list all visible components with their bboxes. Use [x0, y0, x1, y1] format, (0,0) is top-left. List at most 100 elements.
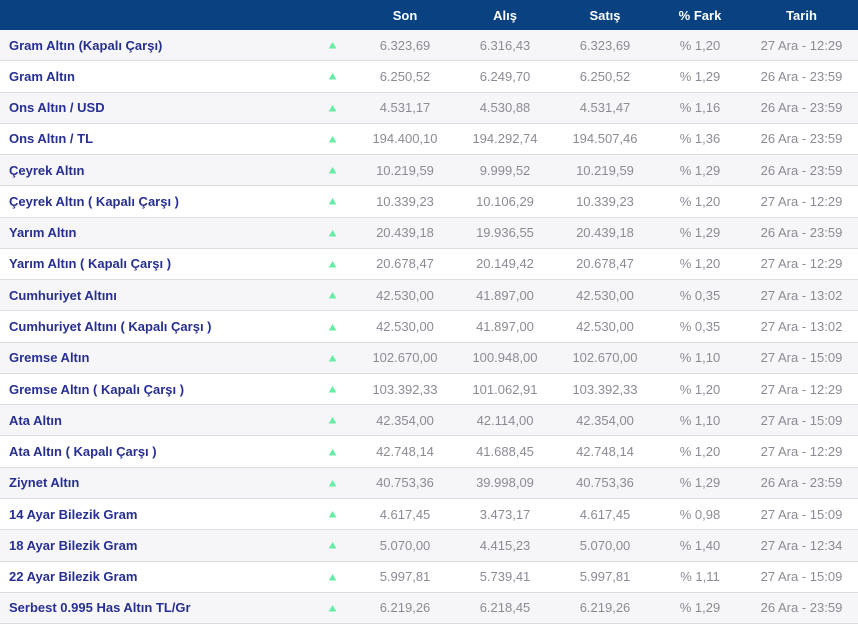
table-row[interactable]: Yarım Altın ( Kapalı Çarşı ) ▲ 20.678,47… [0, 248, 858, 281]
son-value: 5.070,00 [379, 537, 431, 553]
instrument-name[interactable]: Ons Altın / TL [9, 131, 94, 147]
table-row[interactable]: Ata Altın ▲ 42.354,00 42.114,00 42.354,0… [0, 405, 858, 437]
table-row[interactable]: Gram Altın ▲ 6.250,52 6.249,70 6.250,52 … [0, 61, 858, 93]
tarih-value: 26 Ara - 23:59 [760, 162, 843, 178]
alis-value: 101.062,91 [472, 381, 538, 397]
son-value: 40.753,36 [376, 475, 434, 491]
table-row[interactable]: Gremse Altın ( Kapalı Çarşı ) ▲ 103.392,… [0, 373, 858, 406]
instrument-name[interactable]: Ons Altın / USD [9, 100, 105, 116]
fark-value: % 1,29 [679, 162, 721, 178]
fark-value: % 1,40 [679, 537, 721, 553]
son-value: 5.997,81 [379, 569, 431, 585]
up-arrow-icon: ▲ [326, 507, 339, 520]
table-row[interactable]: Ata Altın ( Kapalı Çarşı ) ▲ 42.748,14 4… [0, 436, 858, 468]
table-row[interactable]: Yarım Altın ▲ 20.439,18 19.936,55 20.439… [0, 217, 858, 249]
instrument-name[interactable]: Serbest 0.995 Has Altın TL/Gr [9, 600, 191, 616]
table-row[interactable]: Ons Altın / TL ▲ 194.400,10 194.292,74 1… [0, 123, 858, 156]
alis-value: 5.739,41 [479, 569, 531, 585]
son-value: 42.354,00 [376, 412, 434, 428]
instrument-name[interactable]: 18 Ayar Bilezik Gram [9, 537, 138, 553]
instrument-name[interactable]: Gram Altın (Kapalı Çarşı) [9, 37, 163, 53]
tarih-value: 26 Ara - 23:59 [760, 225, 843, 241]
satis-value: 40.753,36 [576, 475, 634, 491]
up-arrow-icon: ▲ [326, 382, 339, 395]
instrument-name[interactable]: Ata Altın ( Kapalı Çarşı ) [9, 444, 157, 460]
instrument-name[interactable]: Yarım Altın [9, 225, 77, 241]
table-row[interactable]: Cumhuriyet Altını ▲ 42.530,00 41.897,00 … [0, 280, 858, 312]
alis-value: 194.292,74 [472, 131, 538, 147]
satis-value: 194.507,46 [572, 131, 638, 147]
tarih-value: 26 Ara - 23:59 [760, 600, 843, 616]
tarih-value: 26 Ara - 23:59 [760, 475, 843, 491]
table-row[interactable]: Cumhuriyet Altını ( Kapalı Çarşı ) ▲ 42.… [0, 311, 858, 343]
fark-value: % 1,29 [679, 225, 721, 241]
son-value: 6.323,69 [379, 37, 431, 53]
table-row[interactable]: Ons Altın / USD ▲ 4.531,17 4.530,88 4.53… [0, 92, 858, 124]
instrument-name[interactable]: 14 Ayar Bilezik Gram [9, 506, 138, 522]
alis-value: 19.936,55 [476, 225, 534, 241]
table-row[interactable]: 14 Ayar Bilezik Gram ▲ 4.617,45 3.473,17… [0, 498, 858, 531]
up-arrow-icon: ▲ [326, 319, 339, 333]
satis-value: 42.748,14 [576, 444, 634, 460]
son-value: 6.250,52 [379, 68, 431, 84]
fark-value: % 1,10 [679, 412, 721, 428]
satis-value: 103.392,33 [572, 381, 638, 397]
column-header-son: Son [392, 7, 418, 23]
table-row[interactable]: Serbest 0.995 Has Altın TL/Gr ▲ 6.219,26… [0, 592, 858, 624]
alis-value: 6.249,70 [479, 68, 531, 84]
son-value: 10.219,59 [376, 162, 434, 178]
up-arrow-icon: ▲ [326, 444, 339, 458]
tarih-value: 27 Ara - 12:29 [760, 444, 843, 460]
alis-value: 41.688,45 [476, 444, 534, 460]
instrument-name[interactable]: Cumhuriyet Altını [9, 287, 117, 303]
fark-value: % 1,20 [679, 193, 721, 209]
fark-value: % 1,29 [679, 68, 721, 84]
fark-value: % 1,20 [679, 37, 721, 53]
table-row[interactable]: Ziynet Altın ▲ 40.753,36 39.998,09 40.75… [0, 467, 858, 499]
son-value: 194.400,10 [372, 131, 438, 147]
up-arrow-icon: ▲ [326, 100, 339, 114]
table-row[interactable]: Çeyrek Altın ▲ 10.219,59 9.999,52 10.219… [0, 155, 858, 187]
table-row[interactable]: Gram Altın (Kapalı Çarşı) ▲ 6.323,69 6.3… [0, 30, 858, 62]
tarih-value: 27 Ara - 13:02 [760, 287, 843, 303]
table-row[interactable]: Gremse Altın ▲ 102.670,00 100.948,00 102… [0, 342, 858, 374]
table-row[interactable]: Çeyrek Altın ( Kapalı Çarşı ) ▲ 10.339,2… [0, 186, 858, 218]
up-arrow-icon: ▲ [326, 132, 339, 145]
fark-value: % 1,20 [679, 444, 721, 460]
alis-value: 41.897,00 [476, 319, 534, 335]
up-arrow-icon: ▲ [326, 350, 339, 364]
instrument-name[interactable]: Yarım Altın ( Kapalı Çarşı ) [9, 256, 172, 272]
satis-value: 6.323,69 [579, 37, 631, 53]
up-arrow-icon: ▲ [326, 257, 339, 270]
satis-value: 4.617,45 [579, 506, 631, 522]
satis-value: 42.530,00 [576, 319, 634, 335]
alis-value: 20.149,42 [476, 256, 534, 272]
column-header-satis: Satış [589, 7, 621, 23]
up-arrow-icon: ▲ [326, 569, 339, 583]
satis-value: 4.531,47 [579, 100, 631, 116]
up-arrow-icon: ▲ [326, 413, 339, 427]
instrument-name[interactable]: Gram Altın [9, 68, 75, 84]
tarih-value: 26 Ara - 23:59 [760, 68, 843, 84]
up-arrow-icon: ▲ [326, 38, 339, 51]
instrument-name[interactable]: Ziynet Altın [9, 475, 80, 491]
fark-value: % 0,98 [679, 506, 721, 522]
tarih-value: 27 Ara - 12:29 [760, 193, 843, 209]
satis-value: 6.250,52 [579, 68, 631, 84]
table-row[interactable]: 22 Ayar Bilezik Gram ▲ 5.997,81 5.739,41… [0, 561, 858, 593]
instrument-name[interactable]: Ata Altın [9, 412, 62, 428]
satis-value: 10.219,59 [576, 162, 634, 178]
instrument-name[interactable]: Gremse Altın [9, 350, 90, 366]
instrument-name[interactable]: Gremse Altın ( Kapalı Çarşı ) [9, 381, 185, 397]
table-row[interactable]: 18 Ayar Bilezik Gram ▲ 5.070,00 4.415,23… [0, 530, 858, 562]
satis-value: 5.997,81 [579, 569, 631, 585]
tarih-value: 27 Ara - 13:02 [760, 319, 843, 335]
son-value: 4.531,17 [379, 100, 431, 116]
instrument-name[interactable]: Çeyrek Altın [9, 162, 85, 178]
tarih-value: 27 Ara - 15:09 [760, 569, 843, 585]
son-value: 4.617,45 [379, 506, 431, 522]
instrument-name[interactable]: Çeyrek Altın ( Kapalı Çarşı ) [9, 193, 180, 209]
instrument-name[interactable]: 22 Ayar Bilezik Gram [9, 569, 138, 585]
instrument-name[interactable]: Cumhuriyet Altını ( Kapalı Çarşı ) [9, 319, 212, 335]
son-value: 103.392,33 [372, 381, 438, 397]
